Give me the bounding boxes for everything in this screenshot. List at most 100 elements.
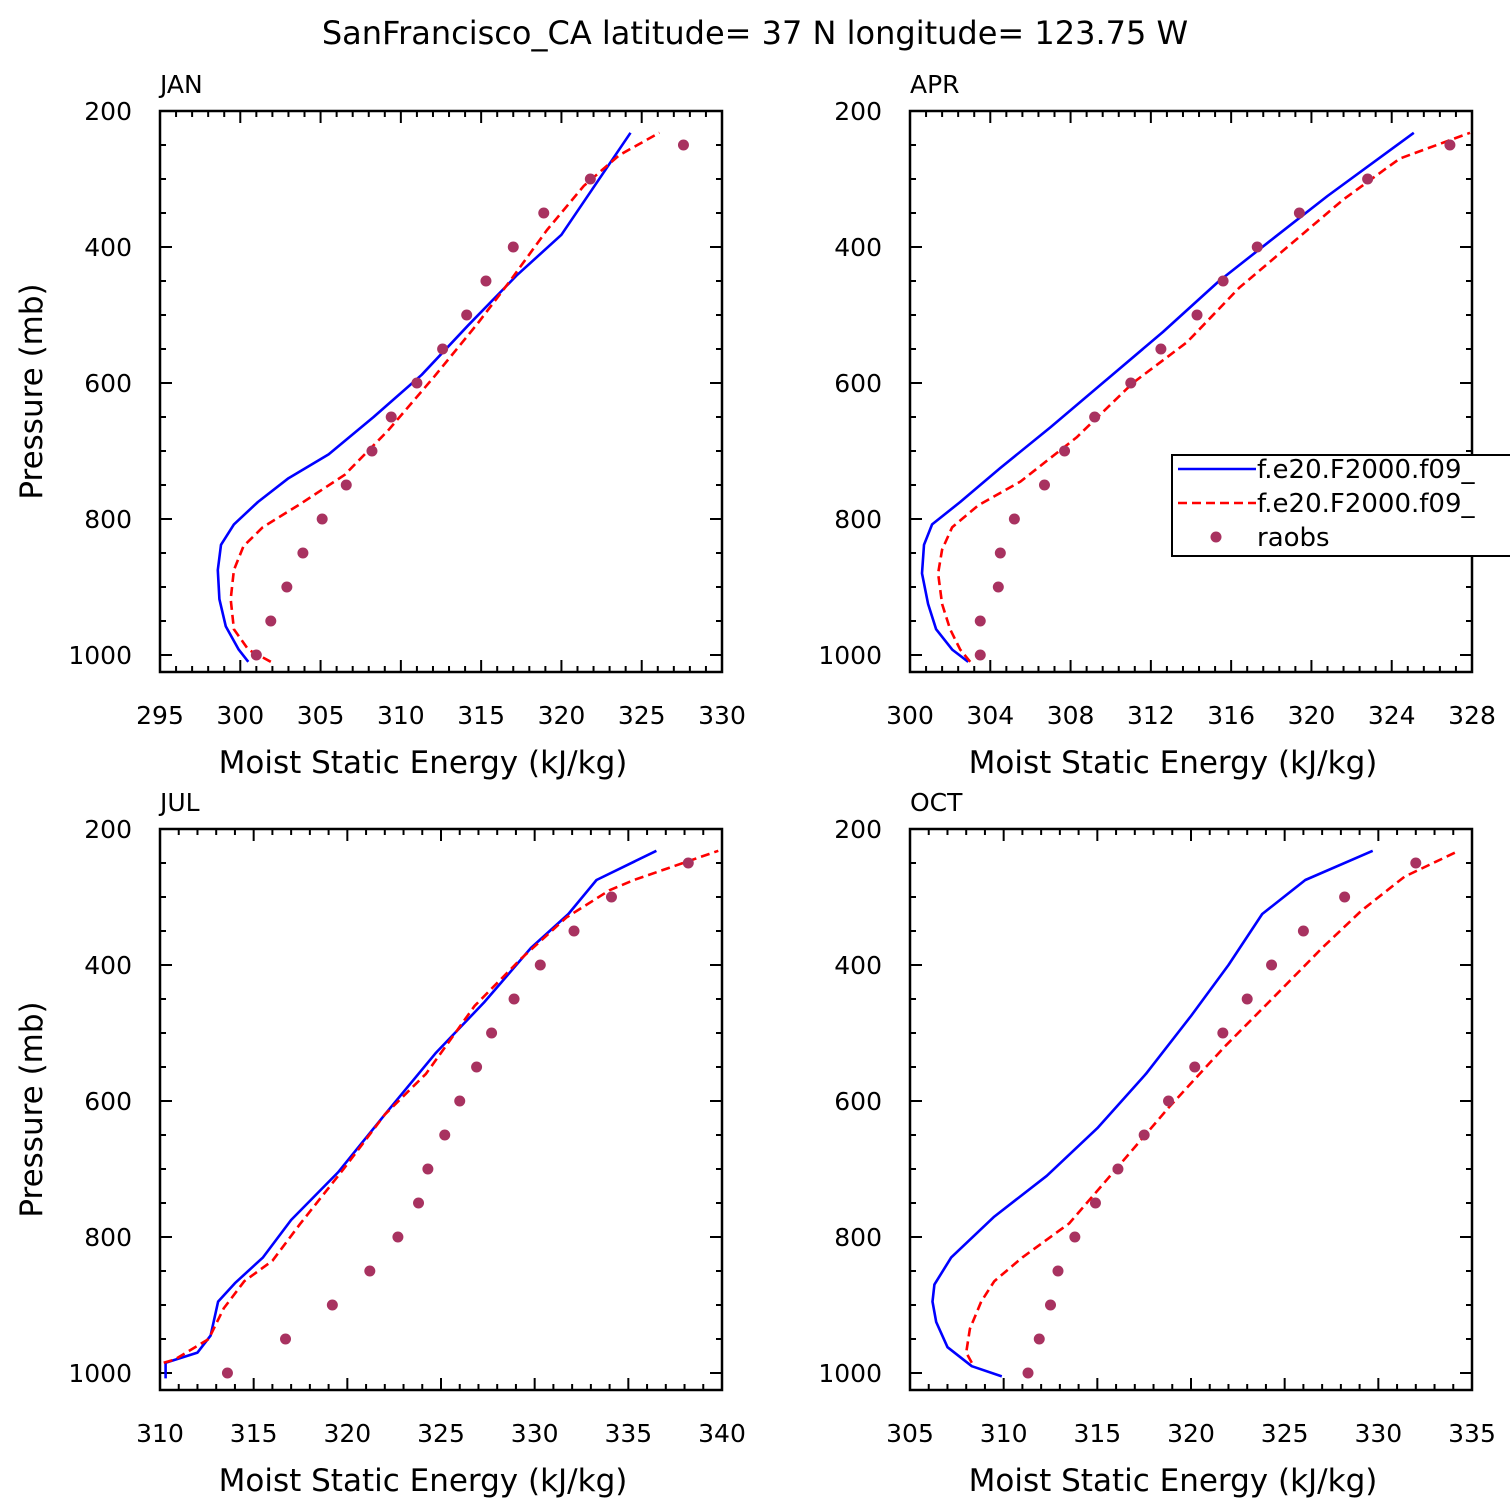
raobs-point: [1112, 1163, 1124, 1175]
raobs-point: [1444, 139, 1456, 151]
raobs-point: [1089, 1197, 1101, 1209]
x-tick-label: 324: [1368, 701, 1416, 730]
panel-title: APR: [910, 70, 960, 99]
y-tick-label: 200: [834, 97, 882, 126]
raobs-point: [385, 411, 397, 423]
series-line-dashed: [163, 849, 719, 1365]
raobs-point: [974, 615, 986, 627]
x-tick-label: 315: [1073, 1419, 1121, 1448]
y-tick-label: 600: [84, 1087, 132, 1116]
y-tick-label: 800: [84, 1223, 132, 1252]
legend: f.e20.F2000.f09_ f.e20.F2000.f09_raobs: [1171, 454, 1510, 557]
raobs-point: [250, 649, 262, 661]
y-tick-label: 800: [84, 505, 132, 534]
raobs-point: [364, 1265, 376, 1277]
raobs-point: [1155, 343, 1167, 355]
y-tick-label: 1000: [818, 1359, 882, 1388]
x-tick-label: 300: [886, 701, 934, 730]
raobs-point: [1362, 173, 1374, 185]
y-tick-label: 400: [84, 951, 132, 980]
y-tick-label: 1000: [818, 641, 882, 670]
raobs-point: [682, 857, 694, 869]
x-tick-label: 295: [136, 701, 184, 730]
raobs-point: [992, 581, 1004, 593]
raobs-point: [1045, 1299, 1056, 1311]
panel-title: JAN: [158, 70, 203, 99]
raobs-point: [1008, 513, 1020, 525]
raobs-point: [1191, 309, 1203, 321]
series-line-solid: [931, 849, 1374, 1378]
x-tick-label: 315: [457, 701, 505, 730]
raobs-point: [1217, 1027, 1229, 1039]
panel-oct: 305 310 315 320 325 330 335 200 400 600 800 1000 OCT…: [818, 788, 1495, 1499]
x-tick-label: 325: [1261, 1419, 1309, 1448]
y-tick-label: 600: [834, 1087, 882, 1116]
raobs-point: [538, 207, 550, 219]
y-tick-label: 800: [834, 505, 882, 534]
plot-frame: [158, 827, 724, 1392]
x-tick-label: 316: [1207, 701, 1255, 730]
raobs-point: [1022, 1367, 1034, 1379]
legend-label: raobs: [1257, 523, 1330, 553]
raobs-point: [1052, 1265, 1064, 1277]
raobs-point: [1059, 445, 1071, 457]
raobs-point: [1241, 993, 1253, 1005]
raobs-point: [280, 1333, 292, 1345]
raobs-point: [461, 309, 473, 321]
raobs-point: [316, 513, 328, 525]
raobs-point: [437, 343, 449, 355]
y-tick-label: 200: [84, 97, 132, 126]
raobs-point: [507, 241, 519, 253]
plot-frame: [908, 827, 1474, 1392]
raobs-point: [297, 547, 309, 559]
legend-marker: [1210, 531, 1222, 543]
x-tick-label: 320: [1288, 701, 1336, 730]
y-tick-label: 600: [834, 369, 882, 398]
raobs-point: [534, 959, 546, 971]
raobs-point: [1038, 479, 1050, 491]
x-tick-label: 325: [417, 1419, 465, 1448]
y-axis-label: Pressure (mb): [14, 1001, 50, 1217]
raobs-point: [411, 377, 423, 389]
raobs-point: [326, 1299, 338, 1311]
raobs-point: [974, 649, 986, 661]
raobs-point: [1138, 1129, 1150, 1141]
raobs-point: [1339, 891, 1351, 903]
raobs-point: [265, 615, 277, 627]
x-tick-label: 335: [1448, 1419, 1496, 1448]
raobs-point: [1297, 925, 1309, 937]
x-tick-label: 335: [604, 1419, 652, 1448]
x-tick-label: 328: [1448, 701, 1496, 730]
raobs-point: [471, 1061, 483, 1073]
raobs-point: [1069, 1231, 1081, 1243]
panel-jan: 295 300 305 310 315 320 325 330 200 400 600 800 1000…: [14, 70, 746, 781]
plot-frame: [908, 109, 1474, 674]
x-tick-label: 304: [966, 701, 1014, 730]
raobs-point: [221, 1367, 233, 1379]
panel-apr: 300 304 308 312 316 320 324 328 200 400 600 800 1000…: [818, 70, 1495, 781]
x-tick-label: 305: [297, 701, 345, 730]
raobs-point: [1189, 1061, 1201, 1073]
raobs-point: [366, 445, 378, 457]
y-tick-label: 400: [834, 233, 882, 262]
raobs-point: [508, 993, 520, 1005]
x-tick-label: 325: [618, 701, 666, 730]
y-tick-label: 400: [84, 233, 132, 262]
x-tick-label: 330: [698, 701, 746, 730]
x-tick-label: 340: [698, 1419, 746, 1448]
x-tick-label: 320: [1167, 1419, 1215, 1448]
x-tick-label: 320: [323, 1419, 371, 1448]
raobs-point: [281, 581, 293, 593]
raobs-point: [1163, 1095, 1175, 1107]
y-tick-label: 600: [84, 369, 132, 398]
x-axis-label: Moist Static Energy (kJ/kg): [969, 745, 1378, 781]
x-tick-label: 300: [216, 701, 264, 730]
y-tick-label: 200: [84, 815, 132, 844]
panel-title: JUL: [158, 788, 200, 817]
raobs-point: [994, 547, 1006, 559]
raobs-point: [584, 173, 596, 185]
raobs-point: [486, 1027, 498, 1039]
raobs-point: [1125, 377, 1137, 389]
plot-frame: [158, 109, 724, 674]
